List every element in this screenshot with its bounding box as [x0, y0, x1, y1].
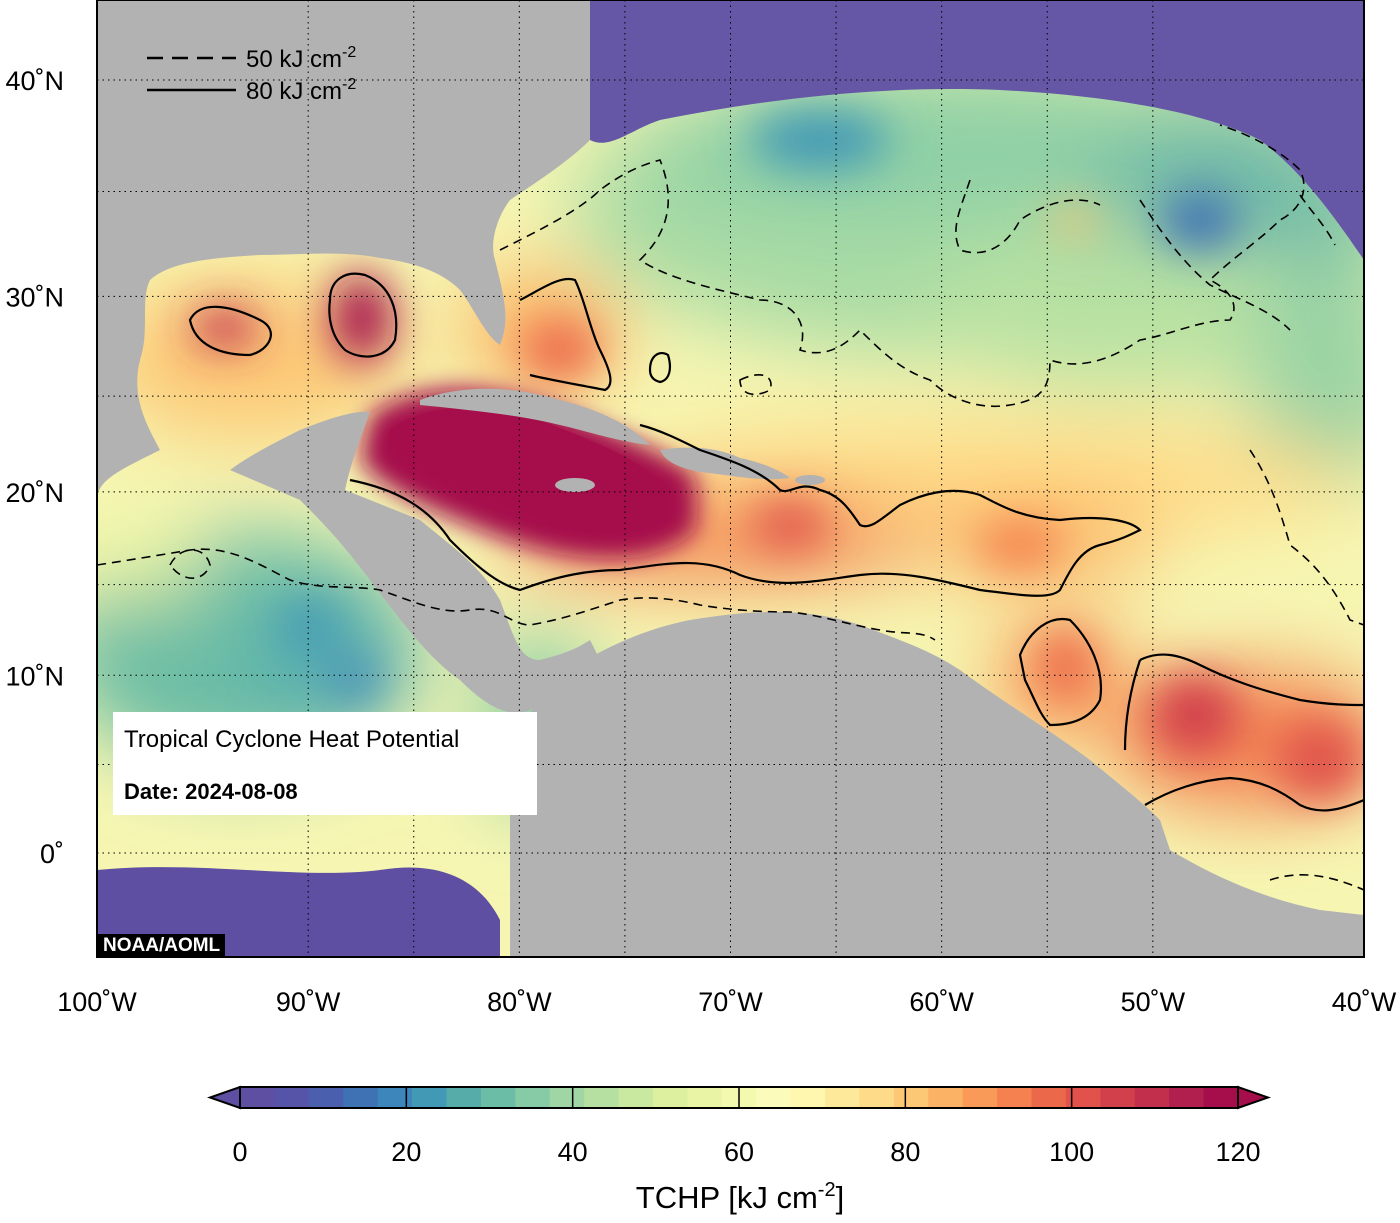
colorbar-cell — [962, 1087, 998, 1108]
credit-label: NOAA/AOML — [98, 934, 226, 957]
colorbar-tick-label: 80 — [890, 1137, 920, 1167]
map-title: Tropical Cyclone Heat Potential — [124, 726, 460, 753]
colorbar-cell — [618, 1087, 654, 1108]
colorbar-cell — [1203, 1087, 1239, 1108]
colorbar-max-arrow — [1237, 1085, 1272, 1110]
colorbar-cell — [584, 1087, 620, 1108]
colorbar-tick-label: 20 — [391, 1137, 421, 1167]
longitude-tick-label: 70˚W — [698, 987, 763, 1017]
legend-dashed-label: 50 kJ cm-2 — [246, 44, 356, 73]
longitude-tick-label: 60˚W — [909, 987, 974, 1017]
colorbar-tick-label: 40 — [558, 1137, 588, 1167]
map-date: Date: 2024-08-08 — [124, 779, 298, 804]
graticule — [97, 0, 1364, 957]
longitude-tick-label: 50˚W — [1121, 987, 1186, 1017]
land — [97, 0, 1364, 957]
latitude-tick-label: 20˚N — [5, 478, 64, 508]
colorbar-tick-label: 120 — [1215, 1137, 1260, 1167]
colorbar-cell — [756, 1087, 792, 1108]
colorbar-cell — [893, 1087, 929, 1108]
longitude-tick-label: 90˚W — [276, 987, 341, 1017]
colorbar-cell — [549, 1087, 585, 1108]
contour-80 — [188, 272, 1364, 812]
colorbar-cell — [240, 1087, 276, 1108]
longitude-tick-label: 100˚W — [57, 987, 137, 1017]
latitude-labels: 40˚N 30˚N 20˚N 10˚N 0˚ — [5, 66, 64, 869]
colorbar-cell — [446, 1087, 482, 1108]
colorbar-cell — [1100, 1087, 1136, 1108]
contour-legend: 50 kJ cm-2 80 kJ cm-2 — [147, 44, 356, 105]
colorbar-cell — [274, 1087, 310, 1108]
colorbar-title: TCHP [kJ cm-2] — [636, 1179, 844, 1215]
colorbar-cell — [790, 1087, 826, 1108]
colorbar-cell — [687, 1087, 723, 1108]
colorbar-cell — [377, 1087, 413, 1108]
latitude-tick-label: 30˚N — [5, 282, 64, 312]
colorbar-cell — [1065, 1087, 1101, 1108]
longitude-tick-label: 40˚W — [1332, 987, 1397, 1017]
info-box: Tropical Cyclone Heat Potential Date: 20… — [113, 712, 537, 815]
colorbar-tick-label: 100 — [1049, 1137, 1094, 1167]
colorbar-cell — [308, 1087, 344, 1108]
colorbar-cell — [652, 1087, 688, 1108]
colorbar-cell — [1031, 1087, 1067, 1108]
colorbar-tick-label: 60 — [724, 1137, 754, 1167]
colorbar-min-arrow — [206, 1085, 241, 1110]
latitude-tick-label: 40˚N — [5, 66, 64, 96]
legend-solid-label: 80 kJ cm-2 — [246, 76, 356, 105]
latitude-tick-label: 0˚ — [40, 839, 64, 869]
longitude-tick-label: 80˚W — [487, 987, 552, 1017]
longitude-labels: 100˚W 90˚W 80˚W 70˚W 60˚W 50˚W 40˚W — [57, 987, 1397, 1017]
colorbar-cell — [928, 1087, 964, 1108]
colorbar-cell — [480, 1087, 516, 1108]
colorbar-cell — [825, 1087, 861, 1108]
latitude-tick-label: 10˚N — [5, 661, 64, 691]
plot-frame — [96, 0, 1365, 958]
colorbar-cell — [859, 1087, 895, 1108]
colorbar-cell — [1169, 1087, 1205, 1108]
colorbar-tick-label: 0 — [232, 1137, 247, 1167]
colorbar: 0 20 40 60 80 100 120 — [206, 1085, 1272, 1167]
colorbar-cell — [343, 1087, 379, 1108]
contour-50 — [97, 124, 1364, 891]
colorbar-cell — [515, 1087, 551, 1108]
colorbar-cell — [997, 1087, 1033, 1108]
colorbar-cell — [412, 1087, 448, 1108]
colorbar-cell — [1134, 1087, 1170, 1108]
